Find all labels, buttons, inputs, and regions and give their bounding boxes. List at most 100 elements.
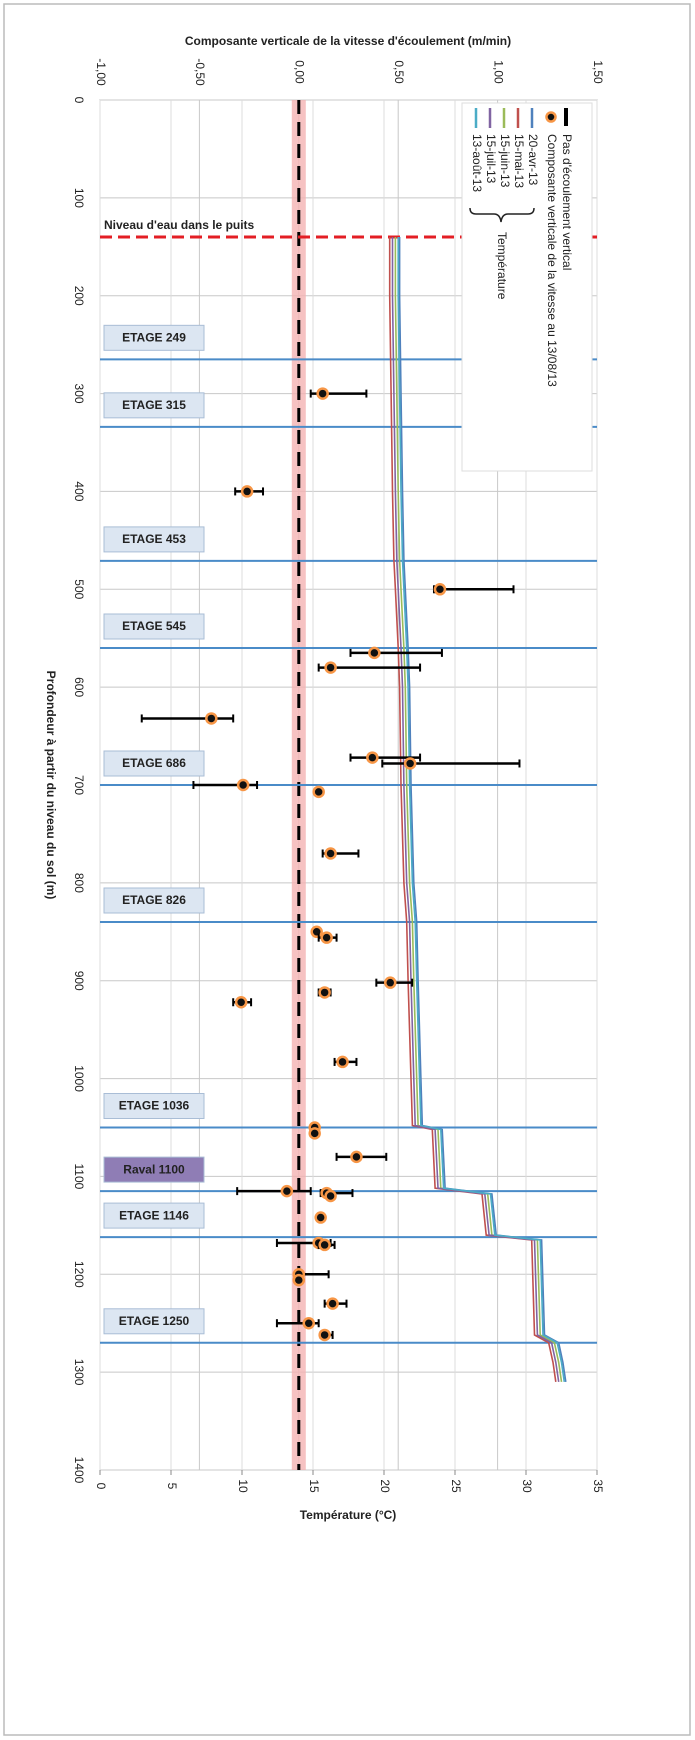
velocity-point	[403, 757, 417, 770]
legend-label: 15-mai-13	[512, 134, 526, 188]
y-tick-label: 500	[72, 579, 86, 599]
legend-label: 13-août-13	[470, 134, 484, 192]
x2-tick-label: 35	[591, 1479, 605, 1493]
x-tick-label: 1,00	[491, 60, 505, 84]
x2-tick-label: 0	[94, 1483, 108, 1490]
y-tick-label: 1100	[72, 1164, 86, 1190]
level-box	[103, 887, 205, 914]
level-label: ETAGE 249	[122, 330, 186, 344]
level-label: ETAGE 826	[122, 893, 186, 907]
level-label: ETAGE 545	[122, 619, 186, 633]
level-label: ETAGE 1146	[119, 1208, 189, 1222]
legend-box	[461, 102, 593, 472]
velocity-point	[234, 995, 248, 1009]
error-bar	[236, 1187, 312, 1196]
bottom-axis-title: Température (°C)	[300, 1508, 397, 1522]
level-label: Raval 1100	[123, 1162, 185, 1176]
y-tick-label: 700	[72, 775, 86, 795]
x-tick-label: 0,50	[392, 60, 406, 84]
velocity-point	[324, 1189, 337, 1203]
level-label: ETAGE 1250	[119, 1314, 190, 1328]
velocity-point	[336, 1055, 349, 1069]
x2-tick-label: 30	[520, 1479, 534, 1493]
level-box	[103, 526, 205, 553]
y-tick-label: 1400	[72, 1457, 86, 1484]
temperature-line	[391, 237, 560, 1383]
velocity-point	[205, 712, 218, 725]
error-bar	[349, 648, 443, 657]
level-label: ETAGE 453	[122, 532, 186, 546]
velocity-point	[240, 485, 254, 498]
temperature-line	[397, 237, 566, 1383]
velocity-point	[324, 847, 337, 860]
y-tick-label: 900	[72, 971, 86, 991]
velocity-point	[326, 1297, 339, 1310]
y-tick-label: 200	[72, 286, 86, 306]
velocity-point	[312, 785, 325, 799]
velocity-point	[366, 751, 379, 764]
velocity-point	[236, 778, 250, 792]
y-tick-label: 300	[72, 384, 86, 404]
level-box	[103, 1308, 205, 1335]
x2-tick-label: 25	[449, 1479, 463, 1493]
level-label: ETAGE 315	[122, 398, 186, 412]
level-label: ETAGE 686	[122, 756, 186, 770]
velocity-point	[308, 1127, 321, 1140]
level-box	[103, 1202, 205, 1229]
velocity-point	[316, 387, 329, 400]
x-tick-label: 0,00	[293, 60, 307, 84]
velocity-point	[350, 1150, 363, 1164]
velocity-point	[280, 1184, 294, 1198]
x-tick-label: 1,50	[591, 60, 605, 84]
level-box	[103, 392, 205, 419]
velocity-point	[320, 931, 333, 944]
velocity-point	[318, 1238, 331, 1252]
legend-swatch	[545, 111, 557, 123]
velocity-point	[318, 986, 331, 999]
y-tick-label: 600	[72, 677, 86, 697]
y-tick-label: 0	[72, 97, 86, 104]
y-tick-label: 1200	[72, 1261, 86, 1288]
depth-axis-title: Profondeur à partir du niveau du sol (m)	[44, 671, 58, 900]
y-tick-label: 100	[72, 188, 86, 208]
velocity-point	[292, 1273, 306, 1287]
velocity-point	[383, 976, 397, 989]
legend-label: Composante verticale de la vitesse au 13…	[545, 134, 559, 387]
y-tick-label: 1300	[72, 1359, 86, 1386]
legend-label: 15-juin-13	[498, 134, 512, 188]
legend-brace	[469, 207, 535, 223]
y-tick-label: 800	[72, 873, 86, 893]
velocity-point	[324, 661, 337, 674]
level-box	[103, 1093, 205, 1119]
error-bar	[140, 714, 235, 723]
velocity-point	[310, 925, 323, 939]
x2-tick-label: 15	[307, 1479, 321, 1493]
velocity-point	[433, 583, 447, 596]
x-tick-label: -0,50	[193, 58, 207, 86]
level-box	[103, 324, 205, 351]
x2-tick-label: 20	[378, 1479, 392, 1493]
x2-tick-label: 10	[236, 1479, 250, 1493]
legend-group-label: Température	[495, 232, 509, 300]
temperature-line	[398, 237, 567, 1383]
velocity-point	[368, 646, 381, 660]
water-level-label: Niveau d'eau dans le puits	[104, 218, 255, 232]
x-tick-label: -1,00	[94, 58, 108, 86]
velocity-point	[314, 1211, 327, 1224]
temperature-line	[394, 237, 563, 1383]
y-tick-label: 1000	[72, 1065, 86, 1092]
level-label: ETAGE 1036	[119, 1099, 190, 1113]
x2-tick-label: 5	[165, 1483, 179, 1490]
velocity-point	[318, 1328, 331, 1342]
temperature-line	[388, 237, 557, 1383]
legend-label: 20-avr-13	[526, 134, 540, 186]
y-tick-label: 400	[72, 481, 86, 501]
level-box	[103, 750, 205, 777]
legend-label: Pas d'écoulement vertical	[560, 134, 574, 270]
level-box	[103, 613, 205, 640]
velocity-point	[302, 1316, 315, 1330]
top-axis-title: Composante verticale de la vitesse d'éco…	[185, 34, 511, 48]
level-box	[103, 1156, 205, 1183]
legend-label: 15-juil-13	[484, 134, 498, 184]
